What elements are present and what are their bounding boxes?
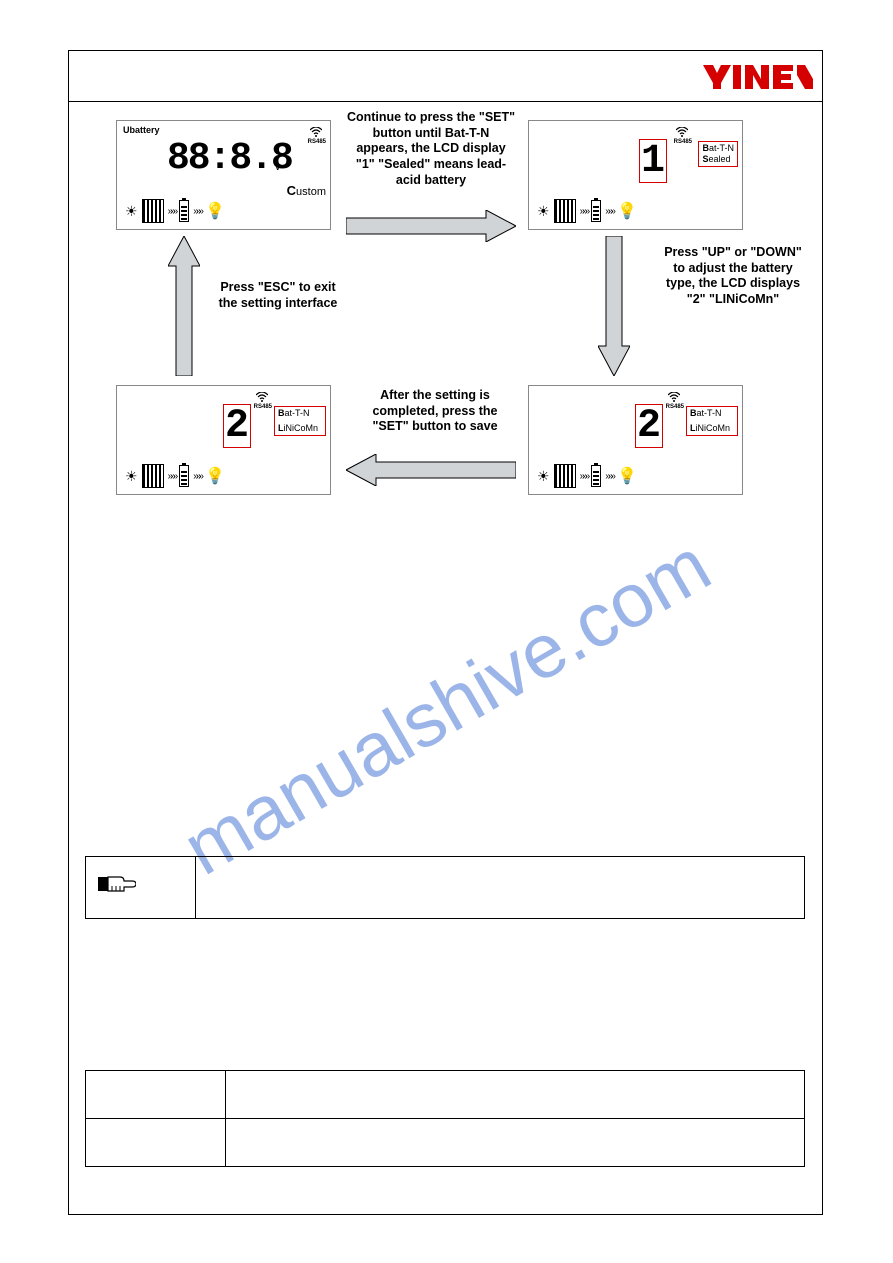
note-text-cell [196,857,805,919]
flow-arrows-icon: »»» [168,206,176,217]
lcd4-box2: LiNiCoMn [278,423,322,434]
solar-panel-icon [554,464,576,488]
table-cell [86,1071,226,1119]
step-text-right: Press "UP" or "DOWN" to adjust the batte… [658,245,808,308]
lcd-screen-2: RS485 1 Bat-T-N Sealed ☀ »»» »»» 💡 [528,120,743,230]
lcd1-digits: 88:8.8 [167,137,292,180]
lcd2-box1: Bat-T-N [702,143,734,154]
page-header [68,50,823,102]
solar-panel-icon [142,464,164,488]
lcd3-box1: Bat-T-N [690,408,734,419]
table-row [86,1119,805,1167]
flow-arrows-icon: »»» [193,206,201,217]
bulb-icon: 💡 [205,466,225,486]
lcd2-label-box: Bat-T-N Sealed [698,141,738,167]
battery-icon [591,200,601,222]
sun-icon: ☀ [537,203,550,220]
lcd2-icon-row: ☀ »»» »»» 💡 [537,199,637,223]
lcd4-digit: 2 [223,404,251,448]
table-cell [226,1071,805,1119]
data-table [85,1070,805,1167]
sun-icon: ☀ [125,203,138,220]
flow-arrows-icon: »»» [580,471,588,482]
lcd4-rs485: RS485 [254,404,272,410]
lcd3-digit: 2 [635,404,663,448]
note-table [85,856,805,919]
sun-icon: ☀ [537,468,550,485]
lcd-screen-3: RS485 2 Bat-T-N LiNiCoMn ☀ »»» »»» 💡 [528,385,743,495]
arrow-left-icon [346,454,516,486]
flow-arrows-icon: »»» [168,471,176,482]
table-cell [86,1119,226,1167]
sun-icon: ☀ [125,468,138,485]
battery-icon [179,465,189,487]
lcd1-title: Ubattery [123,125,160,135]
brand-logo [703,61,813,91]
flow-arrows-icon: »»» [605,471,613,482]
lcd3-icon-row: ☀ »»» »»» 💡 [537,464,637,488]
lcd1-icon-row: ☀ »»» »»» 💡 [125,199,225,223]
lcd-screen-4: RS485 2 Bat-T-N LiNiCoMn ☀ »»» »»» 💡 [116,385,331,495]
lcd3-rs485: RS485 [666,404,684,410]
step-text-bottom: After the setting is completed, press th… [360,388,510,435]
lcd3-box2: LiNiCoMn [690,423,734,434]
arrow-down-icon [598,236,630,376]
lcd4-box1: Bat-T-N [278,408,322,419]
lcd1-rs485: RS485 [308,139,326,145]
flow-arrows-icon: »»» [580,206,588,217]
lcd4-label-box: Bat-T-N LiNiCoMn [274,406,326,436]
table-cell [226,1119,805,1167]
arrow-right-icon [346,210,516,242]
lcd2-rs485: RS485 [674,139,692,145]
battery-icon [591,465,601,487]
lcd1-unit: V [275,163,280,172]
bulb-icon: 💡 [617,201,637,221]
bulb-icon: 💡 [205,201,225,221]
lcd2-digit: 1 [639,139,667,183]
step-text-top: Continue to press the "SET" button until… [346,110,516,188]
lcd4-icon-row: ☀ »»» »»» 💡 [125,464,225,488]
battery-icon [179,200,189,222]
solar-panel-icon [554,199,576,223]
note-icon-cell [86,857,196,919]
solar-panel-icon [142,199,164,223]
pointing-hand-icon [98,874,136,901]
lcd3-label-box: Bat-T-N LiNiCoMn [686,406,738,436]
flow-arrows-icon: »»» [193,471,201,482]
step-text-left: Press "ESC" to exit the setting interfac… [213,280,343,311]
flow-arrows-icon: »»» [605,206,613,217]
table-row [86,1071,805,1119]
lcd2-box2: Sealed [702,154,734,165]
lcd1-custom: Custom [287,183,326,198]
lcd-screen-1: Ubattery RS485 88:8.8 V Custom ☀ »»» »»»… [116,120,331,230]
arrow-up-icon [168,236,200,376]
flow-diagram: Ubattery RS485 88:8.8 V Custom ☀ »»» »»»… [68,110,823,530]
bulb-icon: 💡 [617,466,637,486]
